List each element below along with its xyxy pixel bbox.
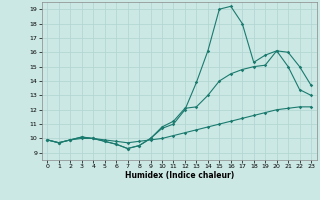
X-axis label: Humidex (Indice chaleur): Humidex (Indice chaleur) (124, 171, 234, 180)
